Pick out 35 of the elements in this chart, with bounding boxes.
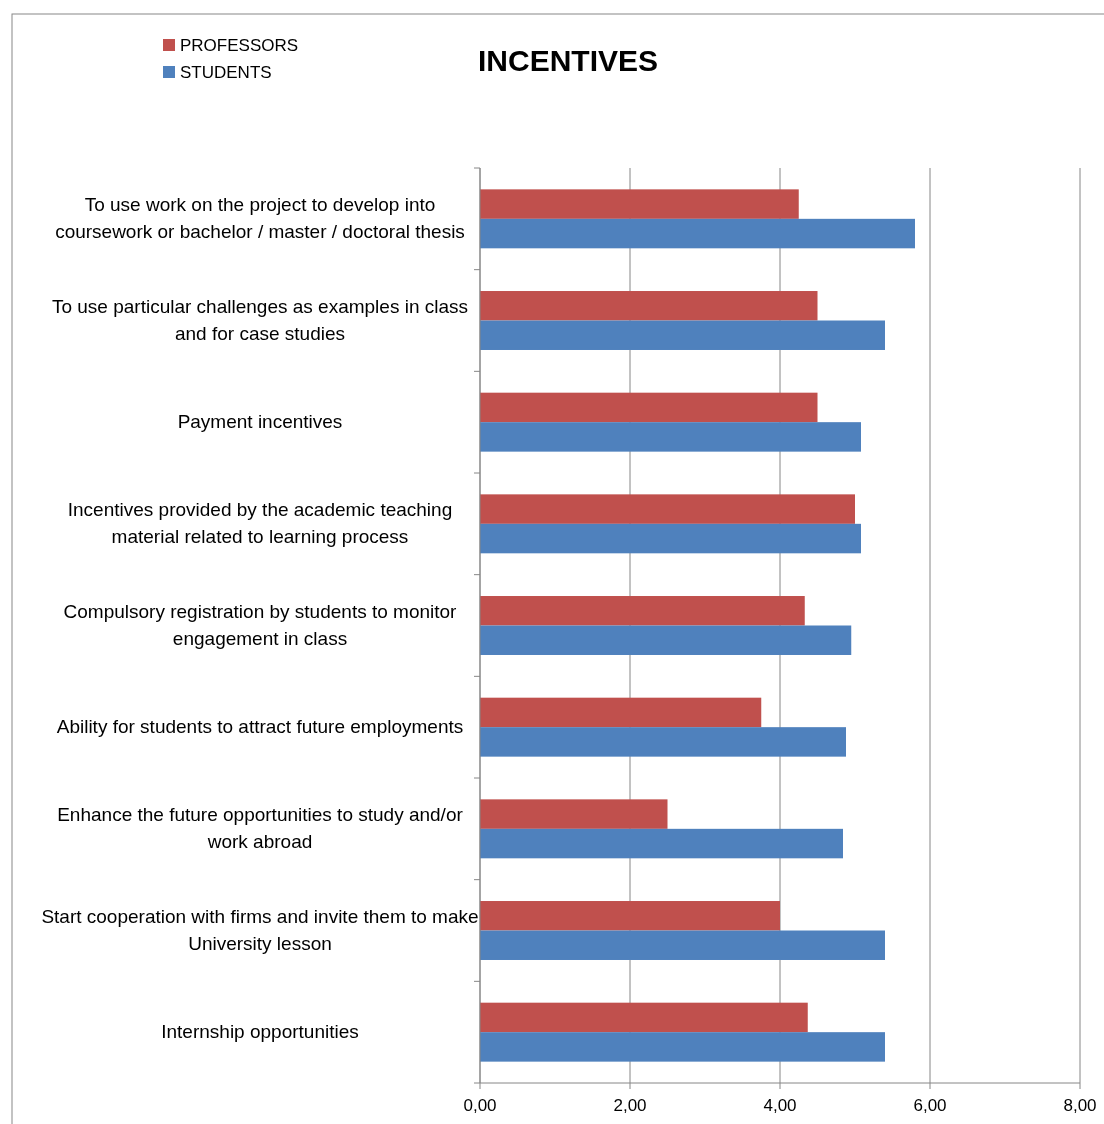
x-tick-label: 6,00 [913,1096,947,1115]
y-tick-label: Ability for students to attract future employments [56,716,464,738]
y-tick-label: To use work on the project to develop into coursework or bachelor / master / doctoral thesis [55,194,465,243]
bar [480,291,818,321]
legend-label: PROFESSORS [180,36,299,55]
y-tick-label: Internship opportunities [161,1021,359,1043]
legend-label: STUDENTS [180,63,272,82]
bar [480,523,861,554]
bar [480,1032,885,1062]
bar [480,1002,808,1033]
bar [480,727,846,757]
y-tick-label: Compulsory registration by students to monitor engagement in class [63,601,458,649]
bar [480,799,668,829]
bar [480,189,799,219]
bar [480,697,762,728]
bar [480,392,818,423]
bar [480,422,861,452]
x-tick-label: 0,00 [463,1096,497,1115]
y-tick-label: Payment incentives [177,411,343,433]
bar [480,320,885,350]
chart-title: INCENTIVES [477,44,659,77]
bar [480,901,780,931]
x-tick-label: 4,00 [763,1096,797,1115]
y-tick-label: Incentives provided by the academic teaching material related to learning process [67,499,453,548]
bar [480,625,852,655]
bar [480,596,805,626]
bar [480,828,843,859]
y-tick-label: To use particular challenges as examples in class and for case studies [51,296,469,344]
bar [480,218,915,249]
y-tick-label: Start cooperation with firms and invite them to make University lesson [41,906,479,954]
x-tick-label: 2,00 [613,1096,647,1115]
x-tick-label: 8,00 [1063,1096,1097,1115]
bar [480,930,885,960]
y-tick-label: Enhance the future opportunities to study and/or work abroad [57,804,464,853]
bar [480,494,855,524]
